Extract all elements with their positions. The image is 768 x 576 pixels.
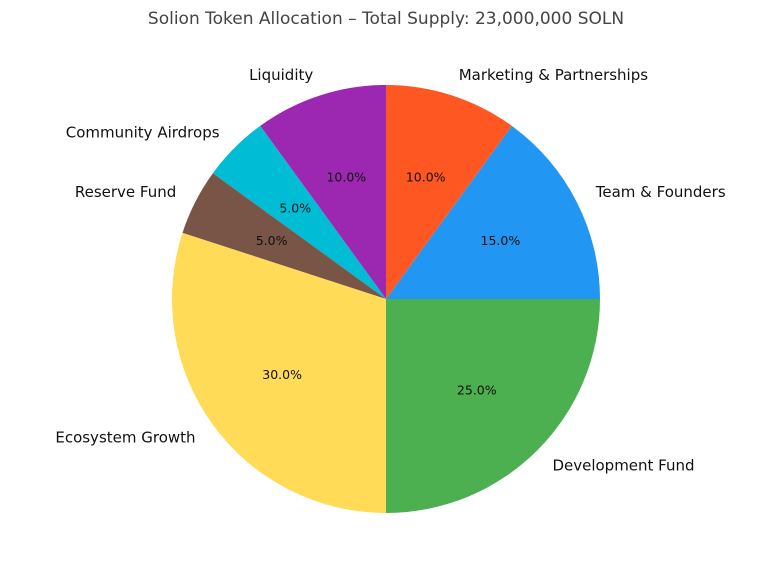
pie-slice-team-founders [386,125,600,299]
pie-slice-community-airdrops [212,125,386,299]
pct-label-team-founders: 15.0% [481,233,521,248]
pie-slice-development-fund [386,299,600,513]
slice-label-liquidity: Liquidity [249,66,313,84]
pct-label-liquidity: 10.0% [326,169,366,184]
pct-label-reserve-fund: 5.0% [256,233,288,248]
slice-label-community-airdrops: Community Airdrops [66,124,220,142]
chart-title: Solion Token Allocation – Total Supply: … [148,9,624,29]
slice-label-ecosystem-growth: Ecosystem Growth [55,428,195,446]
slice-label-marketing-partnerships: Marketing & Partnerships [459,66,649,84]
pct-label-marketing-partnerships: 10.0% [406,169,446,184]
pie-slice-liquidity [260,85,386,299]
pie-slice-ecosystem-growth [171,232,386,513]
pie-slice-reserve-fund [182,173,386,299]
pct-label-ecosystem-growth: 30.0% [262,367,302,382]
slices-group [171,85,600,513]
pie-slice-marketing-partnerships [386,85,512,299]
slice-label-team-founders: Team & Founders [595,183,726,201]
labels-group: Liquidity 10.0% Community Airdrops 5.0% Rese… [55,66,725,474]
slice-label-development-fund: Development Fund [552,456,694,474]
pct-label-community-airdrops: 5.0% [279,201,311,216]
pct-label-development-fund: 25.0% [457,382,497,397]
slice-label-reserve-fund: Reserve Fund [75,183,176,201]
